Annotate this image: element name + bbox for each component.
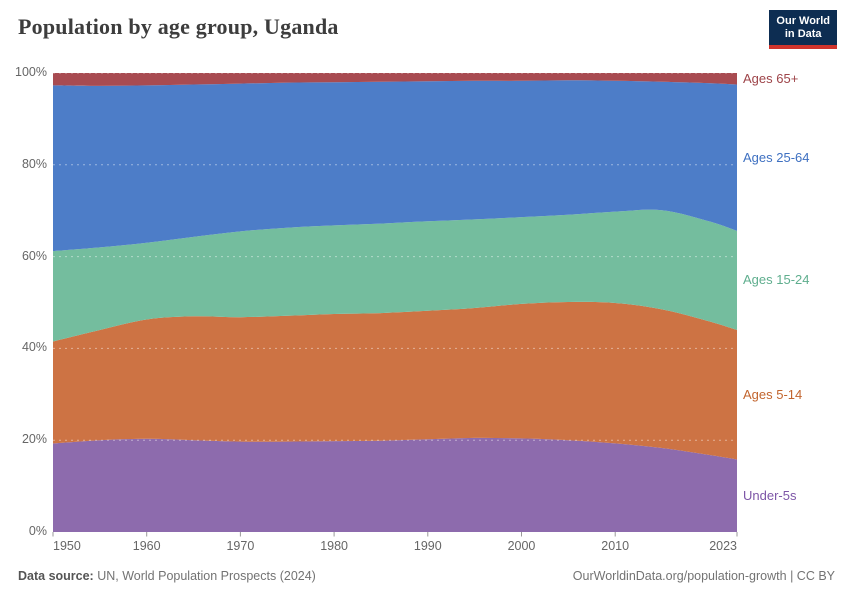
x-axis-label: 1970	[226, 539, 255, 553]
data-source-label: Data source:	[18, 569, 94, 583]
area-ages-65[interactable]	[53, 73, 737, 86]
footer-right: OurWorldinData.org/population-growth | C…	[573, 569, 835, 583]
y-axis-label: 0%	[28, 524, 47, 538]
owid-logo[interactable]: Our World in Data	[769, 10, 837, 49]
x-axis-label: 1960	[132, 539, 161, 553]
x-axis-label: 2000	[507, 539, 536, 553]
footer-divider: |	[790, 569, 794, 583]
y-axis-label: 80%	[21, 156, 47, 171]
area-ages-5-14[interactable]	[53, 301, 737, 460]
owid-logo-line2: in Data	[784, 28, 822, 40]
area-under-5s[interactable]	[53, 437, 737, 532]
footer-link[interactable]: OurWorldinData.org/population-growth	[572, 569, 787, 583]
x-axis-label: 2010	[601, 539, 630, 553]
y-axis-label: 40%	[21, 340, 47, 355]
data-source: Data source: UN, World Population Prospe…	[18, 569, 316, 583]
area-ages-15-24[interactable]	[53, 209, 737, 342]
data-source-value: UN, World Population Prospects (2024)	[97, 569, 316, 583]
legend-label-ages-15-24[interactable]: Ages 15-24	[743, 272, 810, 288]
page-title: Population by age group, Uganda	[18, 14, 339, 39]
legend-label-ages-5-14[interactable]: Ages 5-14	[743, 386, 803, 402]
y-axis-label: 60%	[21, 248, 47, 263]
legend-label-under-5s[interactable]: Under-5s	[743, 487, 797, 503]
x-axis-label: 1980	[320, 539, 348, 553]
x-axis-label: 1990	[413, 539, 442, 553]
chart-footer: Data source: UN, World Population Prospe…	[18, 569, 835, 583]
legend-label-ages-65[interactable]: Ages 65+	[743, 70, 799, 86]
x-axis-label: 1950	[53, 539, 81, 553]
legend-label-ages-25-64[interactable]: Ages 25-64	[743, 149, 810, 165]
y-axis-label: 20%	[21, 432, 47, 447]
owid-logo-line1: Our World	[776, 15, 830, 27]
license-label: CC BY	[796, 569, 835, 583]
y-axis-label: 100%	[15, 65, 47, 79]
x-axis-label: 2023	[709, 539, 737, 553]
area-ages-25-64[interactable]	[53, 80, 737, 252]
